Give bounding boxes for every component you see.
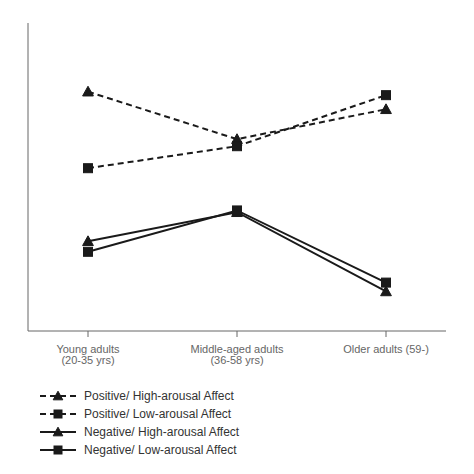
svg-text:Young adults(20-35 yrs): Young adults(20-35 yrs) — [56, 343, 120, 366]
svg-text:Older adults (59-): Older adults (59-) — [343, 343, 429, 355]
html-text:Negative/ High-arousal Affect: Negative/ High-arousal Affect — [84, 425, 240, 439]
html-text:Negative/ Low-arousal Affect: Negative/ Low-arousal Affect — [84, 443, 237, 457]
svg-text:Middle-aged adults(36-58 yrs): Middle-aged adults(36-58 yrs) — [191, 343, 284, 366]
html-text:Positive/ High-arousal Affect: Positive/ High-arousal Affect — [84, 389, 234, 403]
html-text:Positive/ Low-arousal Affect: Positive/ Low-arousal Affect — [84, 407, 232, 421]
